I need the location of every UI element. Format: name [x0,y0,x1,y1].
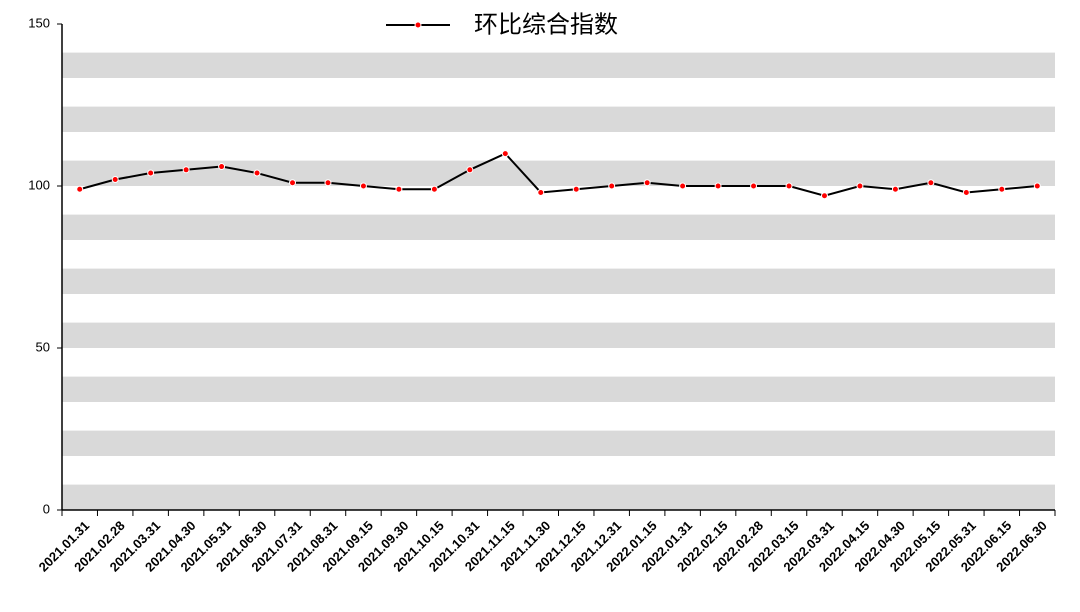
marker [891,185,899,193]
marker [856,182,864,190]
grid-band [62,484,1055,510]
marker [395,185,403,193]
marker [750,182,758,190]
y-tick-label: 50 [36,339,50,354]
grid-band [62,268,1055,294]
grid-band [62,106,1055,132]
marker [111,176,119,184]
marker [324,179,332,187]
marker [1033,182,1041,190]
marker [998,185,1006,193]
marker [643,179,651,187]
marker [962,188,970,196]
marker [289,179,297,187]
grid-band [62,430,1055,456]
marker [820,192,828,200]
marker [359,182,367,190]
grid-band [62,322,1055,348]
marker [253,169,261,177]
grid-band [62,160,1055,186]
y-tick-label: 0 [43,501,50,516]
line [79,152,1038,197]
y-tick-label: 150 [28,15,50,30]
marker [714,182,722,190]
marker [430,185,438,193]
marker [218,163,226,171]
grid-band [62,376,1055,402]
marker [679,182,687,190]
legend-label: 环比综合指数 [474,11,618,38]
grid-band [62,214,1055,240]
marker [537,188,545,196]
marker [785,182,793,190]
marker [927,179,935,187]
grid-band [62,52,1055,78]
marker [501,150,509,158]
legend-marker [414,21,422,29]
marker [147,169,155,177]
marker [182,166,190,174]
marker [76,185,84,193]
marker [572,185,580,193]
marker [466,166,474,174]
marker [608,182,616,190]
y-tick-label: 100 [28,177,50,192]
